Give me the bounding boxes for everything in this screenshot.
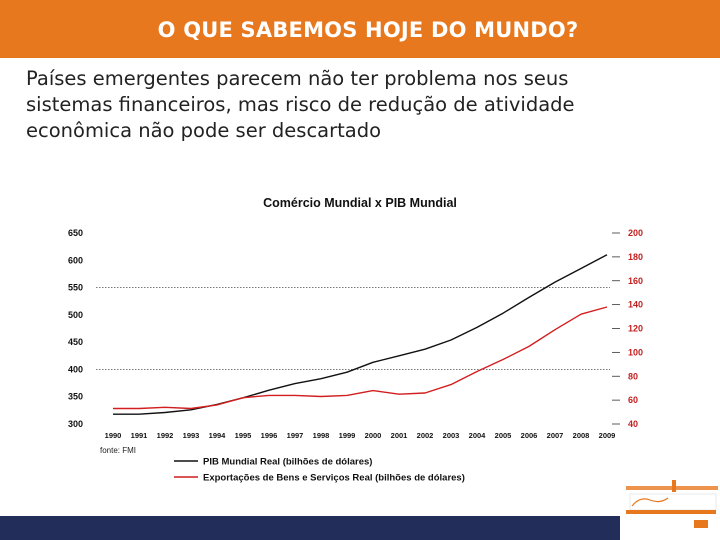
x-tick-label: 1996 bbox=[261, 431, 278, 440]
y-left-tick-label: 500 bbox=[68, 310, 83, 320]
sulamerica-logo bbox=[620, 476, 720, 540]
x-tick-label: 2003 bbox=[443, 431, 460, 440]
y-right-tick-label: 180 bbox=[628, 252, 643, 262]
x-tick-label: 1994 bbox=[209, 431, 227, 440]
y-left-tick-label: 450 bbox=[68, 337, 83, 347]
x-tick-label: 2008 bbox=[573, 431, 590, 440]
x-tick-label: 2001 bbox=[391, 431, 408, 440]
x-tick-label: 2002 bbox=[417, 431, 434, 440]
y-right-tick-label: 40 bbox=[628, 419, 638, 429]
x-tick-label: 1995 bbox=[235, 431, 252, 440]
x-tick-label: 2006 bbox=[521, 431, 538, 440]
slide-subtitle: Países emergentes parecem não ter proble… bbox=[26, 66, 666, 144]
x-tick-label: 1990 bbox=[105, 431, 122, 440]
series-line-1 bbox=[113, 306, 608, 410]
x-tick-label: 2007 bbox=[547, 431, 564, 440]
y-right-tick-label: 120 bbox=[628, 324, 643, 334]
y-right-tick-label: 100 bbox=[628, 347, 643, 357]
chart-title: Comércio Mundial x PIB Mundial bbox=[263, 196, 457, 210]
x-tick-label: 1998 bbox=[313, 431, 330, 440]
y-left-tick-label: 600 bbox=[68, 255, 83, 265]
x-tick-label: 1999 bbox=[339, 431, 356, 440]
line-chart: Comércio Mundial x PIB Mundial 300 350 400… bbox=[68, 196, 643, 484]
y-left-tick-label: 350 bbox=[68, 392, 83, 402]
subtitle-line-2: sistemas financeiros, mas risco de reduç… bbox=[26, 93, 575, 116]
x-tick-label: 2004 bbox=[469, 431, 487, 440]
x-tick-label: 2009 bbox=[599, 431, 616, 440]
x-tick-label: 1997 bbox=[287, 431, 304, 440]
subtitle-line-3: econômica não pode ser descartado bbox=[26, 119, 382, 142]
legend-label-1: Exportações de Bens e Serviços Real (bil… bbox=[203, 473, 465, 484]
x-tick-label: 2005 bbox=[495, 431, 512, 440]
legend-label-0: PIB Mundial Real (bilhões de dólares) bbox=[203, 457, 372, 468]
y-left-tick-label: 400 bbox=[68, 364, 83, 374]
y-right-tick-label: 200 bbox=[628, 228, 643, 238]
footer-bar bbox=[0, 516, 720, 540]
slide-title: O QUE SABEMOS HOJE DO MUNDO? bbox=[157, 18, 579, 42]
y-left-tick-label: 650 bbox=[68, 228, 83, 238]
series-line-0 bbox=[113, 254, 608, 415]
x-tick-label: 1991 bbox=[131, 431, 148, 440]
x-tick-label: 1993 bbox=[183, 431, 200, 440]
y-right-tick-label: 140 bbox=[628, 300, 643, 310]
y-right-tick-label: 160 bbox=[628, 276, 643, 286]
x-tick-label: 2000 bbox=[365, 431, 382, 440]
slide-header: O QUE SABEMOS HOJE DO MUNDO? bbox=[0, 0, 720, 58]
y-left-tick-label: 300 bbox=[68, 419, 83, 429]
x-tick-label: 1992 bbox=[157, 431, 174, 440]
y-right-tick-label: 60 bbox=[628, 395, 638, 405]
subtitle-line-1: Países emergentes parecem não ter proble… bbox=[26, 67, 569, 90]
y-right-tick-label: 80 bbox=[628, 371, 638, 381]
y-left-tick-label: 550 bbox=[68, 283, 83, 293]
chart-source: fonte: FMI bbox=[100, 446, 136, 455]
